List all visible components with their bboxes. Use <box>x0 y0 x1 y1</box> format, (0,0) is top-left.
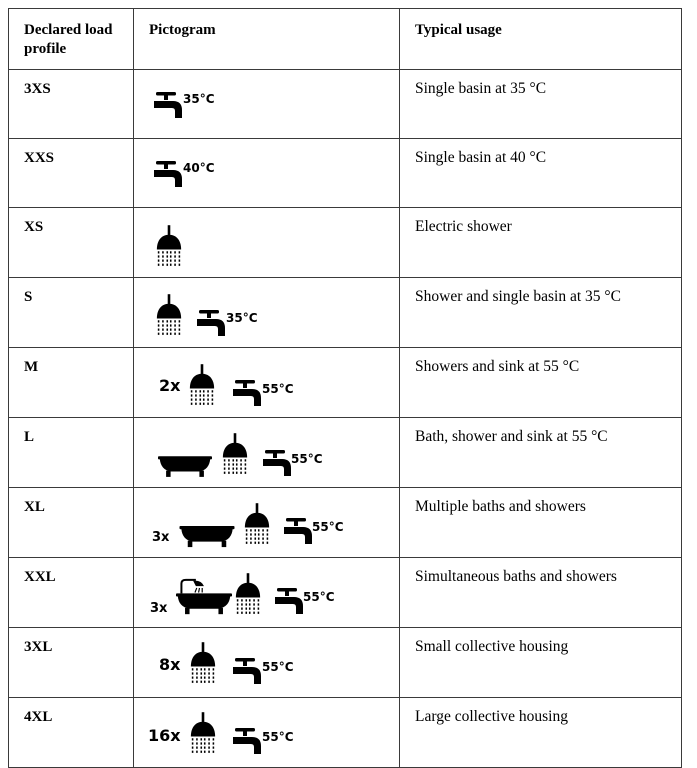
multiplier-label: 8x <box>159 655 181 674</box>
temperature-label: 55°C <box>291 452 323 466</box>
table-row: 4XL 16x 55°C Large collective housing <box>8 697 682 768</box>
profile-cell: 3XS <box>8 69 134 139</box>
table-row: XXS 40°C Single basin at 40 °C <box>8 138 682 208</box>
profile-cell: XS <box>8 207 134 278</box>
profile-cell: XXS <box>8 138 134 208</box>
tap-icon <box>233 658 261 684</box>
header-typical-usage: Typical usage <box>399 8 682 70</box>
table-row: S 35°C Shower and single basin at 35 °C <box>8 277 682 348</box>
header-declared-load-profile: Declared load profile <box>8 8 134 70</box>
bathtub-icon <box>158 456 212 478</box>
usage-cell: Large collective housing <box>399 697 682 768</box>
pictogram-cell <box>133 207 400 278</box>
shower-icon <box>190 712 216 754</box>
tap-icon <box>154 161 182 187</box>
table-row: XS Electric shower <box>8 207 682 278</box>
temperature-label: 55°C <box>262 660 294 674</box>
multiplier-label: 3x <box>152 530 170 545</box>
profile-cell: XXL <box>8 557 134 628</box>
profile-cell: XL <box>8 487 134 558</box>
pictogram-cell: 16x 55°C <box>133 697 400 768</box>
tap-icon <box>154 92 182 118</box>
usage-cell: Electric shower <box>399 207 682 278</box>
usage-cell: Shower and single basin at 35 °C <box>399 277 682 348</box>
usage-cell: Single basin at 35 °C <box>399 69 682 139</box>
table-row: 3XL 8x 55°C Small collective housing <box>8 627 682 698</box>
table-row: XL 3x 55°C Multiple baths and showers <box>8 487 682 558</box>
load-profile-table: Declared load profile Pictogram Typical … <box>8 8 682 768</box>
profile-cell: S <box>8 277 134 348</box>
table-row: XXL 3x 55°C Simultaneous baths and showe… <box>8 557 682 628</box>
temperature-label: 55°C <box>262 382 294 396</box>
tap-icon <box>233 380 261 406</box>
table-row: 3XS 35°C Single basin at 35 °C <box>8 69 682 139</box>
pictogram-cell: 55°C <box>133 417 400 488</box>
multiplier-label: 16x <box>148 726 181 745</box>
bathtub-icon <box>178 526 236 548</box>
tap-icon <box>275 588 303 614</box>
usage-cell: Small collective housing <box>399 627 682 698</box>
shower-icon <box>190 642 216 684</box>
shower-icon <box>156 225 182 267</box>
usage-cell: Simultaneous baths and showers <box>399 557 682 628</box>
temperature-label: 55°C <box>262 730 294 744</box>
shower-icon <box>189 364 215 406</box>
temperature-label: 40°C <box>183 161 215 175</box>
tap-icon <box>263 450 291 476</box>
temperature-label: 35°C <box>183 92 215 106</box>
table-row: L 55°C Bath, shower and sink at 55 °C <box>8 417 682 488</box>
pictogram-cell: 40°C <box>133 138 400 208</box>
usage-cell: Single basin at 40 °C <box>399 138 682 208</box>
shower-icon <box>222 432 248 476</box>
profile-cell: 4XL <box>8 697 134 768</box>
tap-icon <box>284 518 312 544</box>
profile-cell: M <box>8 347 134 418</box>
multiplier-label: 2x <box>159 376 181 395</box>
multiplier-label: 3x <box>150 601 168 616</box>
usage-cell: Bath, shower and sink at 55 °C <box>399 417 682 488</box>
pictogram-cell: 35°C <box>133 277 400 348</box>
usage-cell: Showers and sink at 55 °C <box>399 347 682 418</box>
tap-icon <box>233 728 261 754</box>
shower-icon <box>244 502 270 546</box>
pictogram-cell: 3x 55°C <box>133 557 400 628</box>
profile-cell: 3XL <box>8 627 134 698</box>
pictogram-cell: 35°C <box>133 69 400 139</box>
temperature-label: 55°C <box>303 590 335 604</box>
pictogram-cell: 2x 55°C <box>133 347 400 418</box>
bathtub-with-shower-icon <box>176 578 232 616</box>
header-pictogram: Pictogram <box>133 8 400 70</box>
pictogram-cell: 8x 55°C <box>133 627 400 698</box>
shower-icon <box>156 294 182 336</box>
shower-icon <box>235 572 261 616</box>
pictogram-cell: 3x 55°C <box>133 487 400 558</box>
tap-icon <box>197 310 225 336</box>
table-header-row: Declared load profile Pictogram Typical … <box>8 8 682 70</box>
temperature-label: 55°C <box>312 520 344 534</box>
usage-cell: Multiple baths and showers <box>399 487 682 558</box>
profile-cell: L <box>8 417 134 488</box>
temperature-label: 35°C <box>226 311 258 325</box>
table-row: M 2x 55°C Showers and sink at 55 °C <box>8 347 682 418</box>
